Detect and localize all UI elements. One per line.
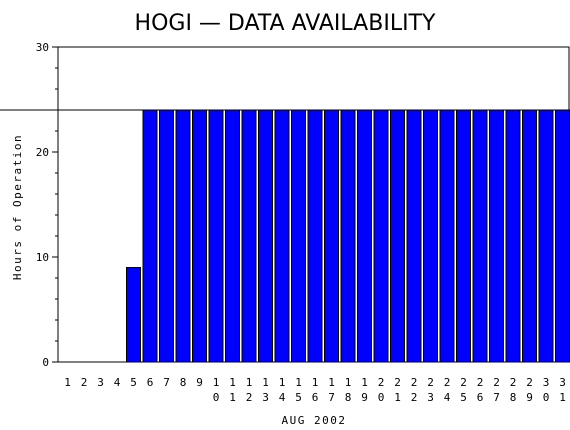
x-tick-label: 3	[97, 376, 104, 389]
bar-day-13	[258, 109, 273, 363]
x-tick-label: 1	[64, 376, 71, 389]
bar-day-14	[274, 109, 290, 363]
bar-day-11	[225, 109, 240, 363]
x-tick-label: 6	[147, 376, 154, 389]
bar-day-28	[505, 109, 521, 363]
bar-day-29	[522, 109, 537, 363]
bar-day-8	[175, 109, 191, 363]
x-tick-label: 8	[180, 376, 187, 389]
bar-day-21	[390, 109, 405, 363]
x-axis: 1 2 3 4 5 6 7 8 9 1 01 11 21 31 41 51 61 71 81 92 02 12 22 32 42…	[64, 376, 566, 404]
bar-day-10	[208, 109, 224, 363]
y-axis: 0 10 20 30	[36, 41, 58, 369]
x-tick-label: 2	[81, 376, 88, 389]
bar-day-26	[472, 109, 488, 363]
y-tick-label: 30	[36, 41, 49, 54]
bar-day-17	[324, 109, 339, 363]
bar-day-31	[555, 109, 570, 363]
bar-day-7	[159, 109, 174, 363]
x-axis-label: AUG 2002	[282, 414, 347, 427]
y-tick-label: 20	[36, 146, 49, 159]
bar-day-9	[192, 109, 207, 363]
y-tick-label: 10	[36, 251, 49, 264]
y-axis-label: Hours of Operation	[11, 134, 24, 280]
bar-day-22	[406, 109, 422, 363]
chart-title: HOGI — DATA AVAILABILITY	[135, 11, 436, 36]
x-tick-label: 7	[163, 376, 170, 389]
bar-day-25	[456, 109, 471, 363]
bar-day-6	[142, 109, 158, 363]
x-tick-label: 4	[114, 376, 121, 389]
bar-day-30	[538, 109, 554, 363]
bar-day-18	[340, 109, 356, 363]
bar-day-24	[439, 109, 455, 363]
bar-day-15	[291, 109, 306, 363]
bar-day-5	[126, 267, 141, 363]
bar-day-12	[241, 109, 257, 363]
y-tick-label: 0	[42, 356, 49, 369]
x-tick-label: 9	[196, 376, 203, 389]
x-tick-label: 5	[130, 376, 137, 389]
bar-day-19	[357, 109, 372, 363]
bar-day-27	[489, 109, 504, 363]
bar-day-16	[307, 109, 323, 363]
bar-day-23	[423, 109, 438, 363]
bars	[126, 109, 570, 363]
bar-day-20	[373, 109, 389, 363]
